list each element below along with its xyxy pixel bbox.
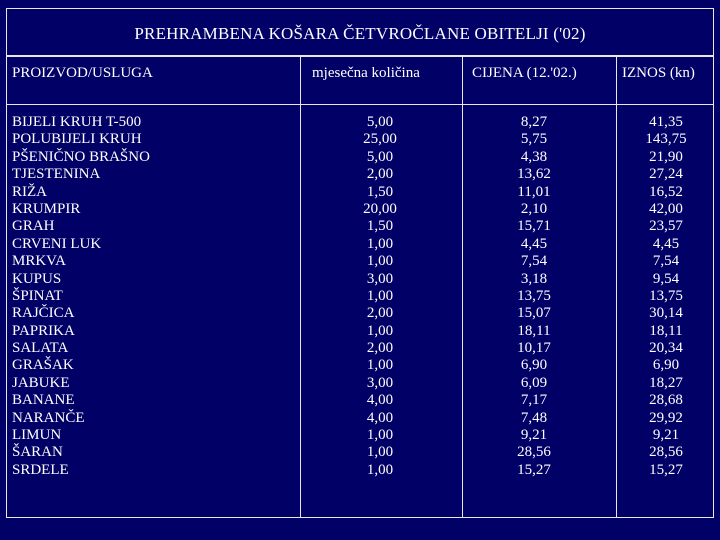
page-title: PREHRAMBENA KOŠARA ČETVROČLANE OBITELJI … (134, 24, 586, 43)
quantity-cell: 3,00 (366, 270, 394, 287)
column-divider (300, 56, 301, 518)
product-cell: TJESTENINA (12, 166, 101, 183)
header-product: PROIZVOD/USLUGA (12, 65, 153, 81)
product-cell: GRAH (12, 218, 55, 235)
price-cell: 2,10 (520, 200, 548, 217)
amount-cell: 143,75 (645, 131, 687, 148)
price-cell: 11,01 (517, 183, 551, 200)
amount-cell: 42,00 (649, 200, 683, 217)
product-cell: JABUKE (12, 374, 70, 391)
amount-cell: 41,35 (649, 114, 683, 130)
price-cell: 6,90 (520, 357, 548, 374)
amount-cell: 18,27 (649, 374, 683, 391)
quantity-cell: 1,00 (366, 253, 394, 270)
quantity-cell: 1,50 (366, 218, 394, 235)
quantity-cell: 1,00 (366, 322, 394, 339)
product-cell: RAJČICA (12, 305, 75, 322)
product-cell: ŠARAN (12, 444, 63, 461)
product-cell: LIMUN (12, 427, 62, 444)
column-divider (462, 56, 463, 518)
title-frame (6, 8, 714, 56)
price-cell: 8,27 (520, 114, 548, 130)
amount-column: 41,35 143,75 21,90 27,24 16,52 42,00 23,57 4,45… (626, 114, 706, 479)
amount-cell: 20,34 (649, 340, 683, 357)
price-cell: 15,07 (517, 305, 551, 322)
amount-cell: 30,14 (649, 305, 683, 322)
product-cell: POLUBIJELI KRUH (12, 131, 142, 148)
amount-cell: 18,11 (649, 322, 683, 339)
amount-cell: 9,21 (652, 427, 680, 444)
price-cell: 6,09 (520, 374, 548, 391)
amount-cell: 13,75 (649, 287, 683, 304)
price-cell: 7,54 (520, 253, 548, 270)
quantity-cell: 4,00 (366, 409, 394, 426)
product-column: BIJELI KRUH T-500 POLUBIJELI KRUH PŠENIČNO… (12, 114, 150, 479)
product-cell: PAPRIKA (12, 322, 75, 339)
header-divider (6, 104, 714, 105)
price-cell: 13,75 (517, 287, 551, 304)
amount-cell: 16,52 (649, 183, 683, 200)
product-cell: GRAŠAK (12, 357, 74, 374)
quantity-cell: 1,50 (366, 183, 394, 200)
product-cell: SRDELE (12, 461, 69, 478)
amount-cell: 23,57 (649, 218, 683, 235)
price-cell: 9,21 (520, 427, 548, 444)
quantity-cell: 25,00 (363, 131, 397, 148)
header-amount: IZNOS (kn) (622, 65, 695, 81)
price-cell: 4,38 (520, 148, 548, 165)
quantity-column: 5,00 25,00 5,00 2,00 1,50 20,00 1,50 1,00 1,00 3,… (340, 114, 420, 479)
quantity-cell: 1,00 (366, 357, 394, 374)
product-cell: BANANE (12, 392, 75, 409)
header-quantity: mjesečna količina (312, 65, 420, 81)
column-divider (616, 56, 617, 518)
price-cell: 18,11 (517, 322, 551, 339)
amount-cell: 21,90 (649, 148, 683, 165)
price-cell: 13,62 (517, 166, 551, 183)
amount-cell: 27,24 (649, 166, 683, 183)
price-cell: 5,75 (520, 131, 548, 148)
quantity-cell: 5,00 (366, 114, 394, 130)
amount-cell: 28,56 (649, 444, 683, 461)
product-cell: PŠENIČNO BRAŠNO (12, 148, 150, 165)
product-cell: KUPUS (12, 270, 62, 287)
amount-cell: 9,54 (652, 270, 680, 287)
amount-cell: 4,45 (652, 235, 680, 252)
amount-cell: 29,92 (649, 409, 683, 426)
price-cell: 3,18 (520, 270, 548, 287)
amount-cell: 15,27 (649, 461, 683, 478)
product-cell: ŠPINAT (12, 287, 63, 304)
amount-cell: 7,54 (652, 253, 680, 270)
quantity-cell: 2,00 (366, 305, 394, 322)
amount-cell: 28,68 (649, 392, 683, 409)
price-cell: 7,48 (520, 409, 548, 426)
quantity-cell: 1,00 (366, 444, 394, 461)
quantity-cell: 4,00 (366, 392, 394, 409)
header-price: CIJENA (12.'02.) (472, 65, 577, 81)
quantity-cell: 1,00 (366, 461, 394, 478)
product-cell: NARANČE (12, 409, 85, 426)
quantity-cell: 3,00 (366, 374, 394, 391)
quantity-cell: 20,00 (363, 200, 397, 217)
product-cell: BIJELI KRUH T-500 (12, 114, 142, 130)
product-cell: SALATA (12, 340, 69, 357)
price-cell: 15,27 (517, 461, 551, 478)
price-cell: 4,45 (520, 235, 548, 252)
product-cell: RIŽA (12, 183, 47, 200)
quantity-cell: 2,00 (366, 166, 394, 183)
product-cell: MRKVA (12, 253, 66, 270)
quantity-cell: 1,00 (366, 235, 394, 252)
amount-cell: 6,90 (652, 357, 680, 374)
product-cell: CRVENI LUK (12, 235, 102, 252)
price-cell: 28,56 (517, 444, 551, 461)
price-cell: 7,17 (520, 392, 548, 409)
basket-table (6, 56, 714, 518)
quantity-cell: 2,00 (366, 340, 394, 357)
quantity-cell: 1,00 (366, 287, 394, 304)
price-cell: 15,71 (517, 218, 551, 235)
quantity-cell: 5,00 (366, 148, 394, 165)
product-cell: KRUMPIR (12, 200, 81, 217)
price-column: 8,27 5,75 4,38 13,62 11,01 2,10 15,71 4,45 7,54 3… (494, 114, 574, 479)
price-cell: 10,17 (517, 340, 551, 357)
quantity-cell: 1,00 (366, 427, 394, 444)
